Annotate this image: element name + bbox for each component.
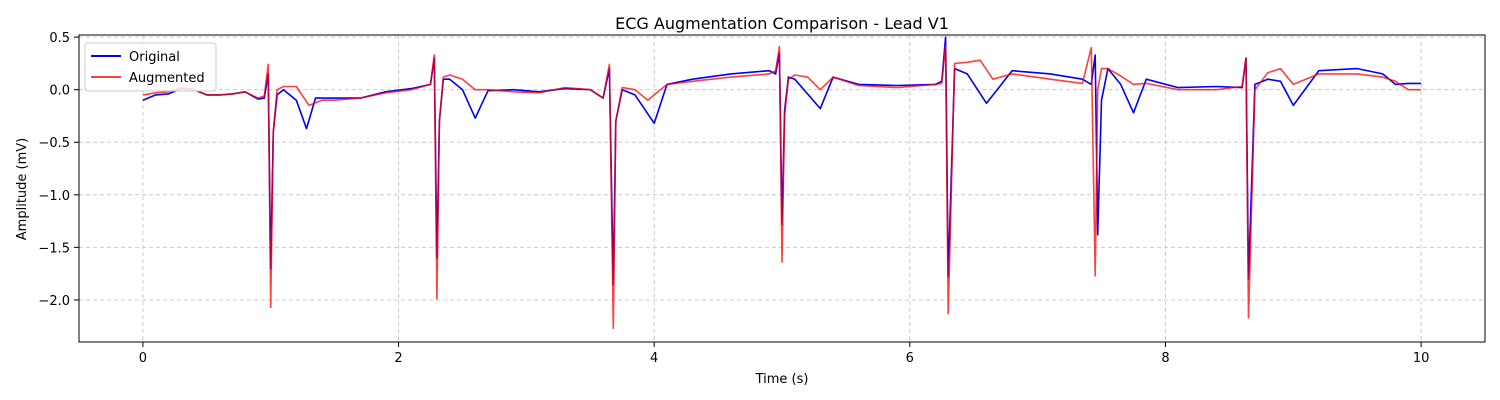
x-tick-label: 0 [139,351,147,366]
x-tick-label: 6 [906,351,914,366]
y-tick-label: −1.0 [38,189,70,204]
y-tick-label: −2.0 [38,294,70,309]
chart-title: ECG Augmentation Comparison - Lead V1 [615,14,949,33]
legend-label-augmented: Augmented [129,71,205,86]
x-tick-label: 8 [1161,351,1169,366]
series-line-augmented [142,44,1422,330]
x-axis-label: Time (s) [755,372,809,387]
y-tick-label: −0.5 [38,136,70,151]
plot-frame [78,34,1486,343]
y-axis-label: Amplitude (mV) [15,138,30,240]
x-tick-label: 4 [650,351,658,366]
y-tick-label: 0.0 [49,84,70,99]
legend-label-original: Original [129,50,180,65]
x-tick-label: 10 [1413,351,1430,366]
series-layer [142,36,1422,330]
y-tick-label: −1.5 [38,241,70,256]
tick-layer: 0 2 4 6 8 10 0.5 0.0 −0.5 −1.0 −1.5 −2.0 [38,31,1429,366]
x-tick-label: 2 [394,351,402,366]
series-line-original [142,36,1422,285]
legend: Original Augmented [84,42,217,92]
y-tick-label: 0.5 [49,31,70,46]
